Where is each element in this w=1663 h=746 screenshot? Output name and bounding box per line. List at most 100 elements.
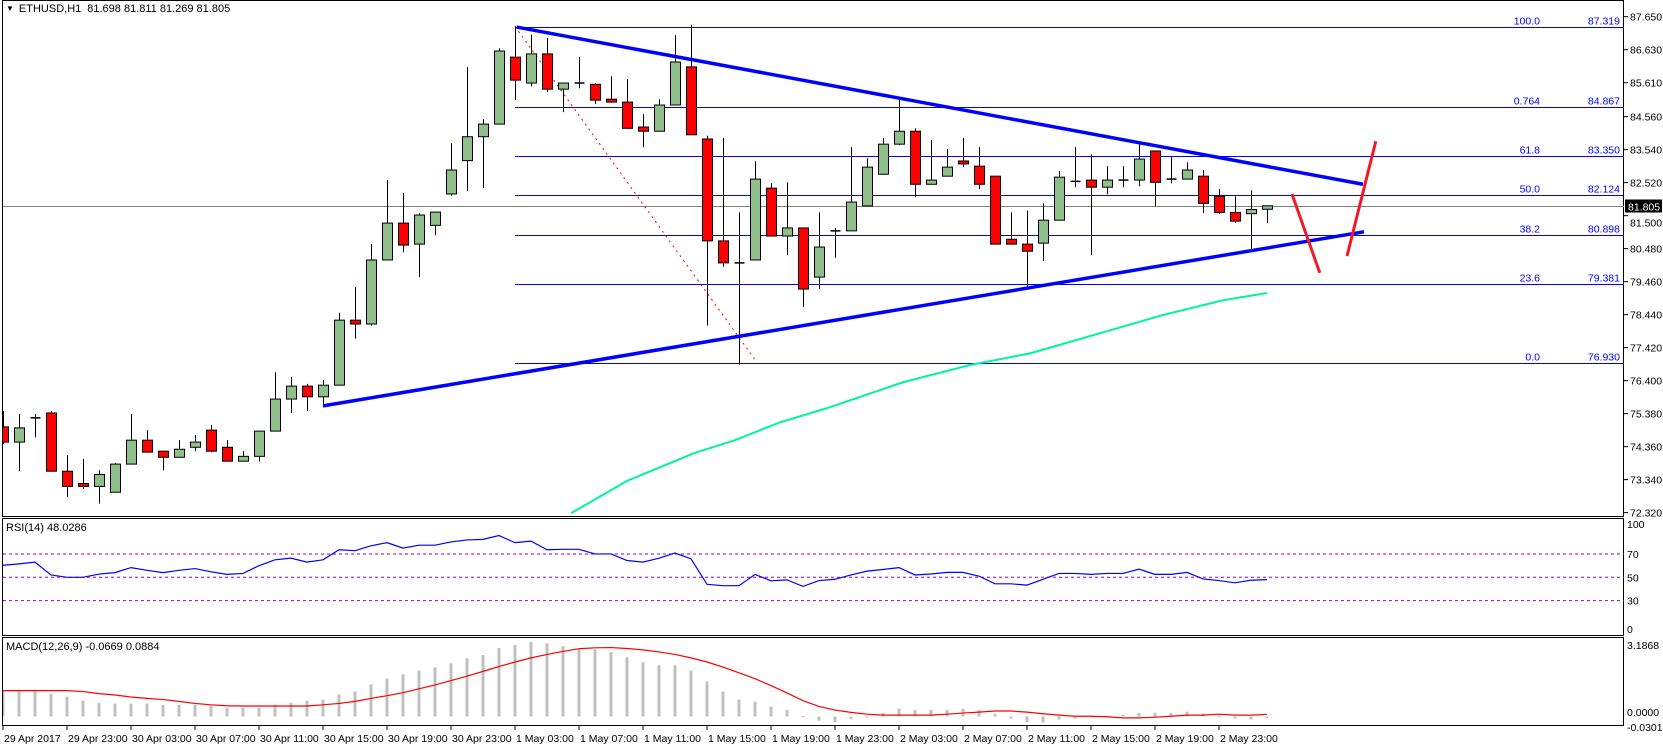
candle [1198, 170, 1209, 214]
macd-histogram-bar [17, 689, 21, 717]
time-tick-label: 1 May 19:00 [772, 733, 830, 745]
candle-body-bull [334, 319, 345, 386]
ohlc-values: 81.698 81.811 81.269 81.805 [87, 3, 231, 15]
price-tick-label: 75.380 [1630, 409, 1662, 421]
candle [702, 135, 713, 326]
macd-histogram-bar [801, 716, 805, 718]
candle [974, 147, 985, 190]
candle [62, 455, 73, 498]
candle-body-bull [110, 463, 121, 493]
macd-tick-label: 0.0000 [1627, 707, 1659, 719]
time-tick-label: 30 Apr 11:00 [260, 733, 319, 745]
macd-histogram-bar [513, 645, 517, 717]
price-panel[interactable]: 100.0 87.319 0.764 84.867 61.8 83.350 50.0 82.1… [0, 16, 1624, 515]
macd-histogram-bar [145, 703, 149, 717]
macd-histogram-bar [817, 716, 821, 721]
candle [590, 83, 601, 105]
candle [1118, 166, 1129, 188]
macd-histogram-bar [1009, 716, 1013, 719]
price-tick-label: 73.340 [1630, 475, 1662, 487]
macd-histogram-bar [401, 674, 405, 717]
macd-histogram-bar [593, 649, 597, 717]
macd-panel[interactable] [2, 642, 1269, 723]
candle [174, 440, 185, 458]
candle [526, 34, 537, 87]
candle-body-bear [1086, 179, 1097, 188]
macd-histogram-bar [161, 704, 165, 717]
dropdown-triangle-icon[interactable]: ▼ [6, 4, 14, 13]
candle-body-bear [142, 439, 153, 453]
candle [1006, 212, 1017, 245]
price-tick-label: 79.460 [1630, 277, 1662, 289]
macd-histogram-bar [465, 658, 469, 717]
macd-histogram-bar [481, 655, 485, 717]
candle [606, 76, 617, 103]
candle [766, 183, 777, 237]
candle [110, 463, 121, 493]
candle [430, 211, 441, 236]
candle [814, 212, 825, 290]
price-tick-label: 77.420 [1630, 343, 1662, 355]
candle-body-bull [190, 441, 201, 448]
rsi-tick-label: 0 [1627, 624, 1633, 636]
time-tick-label: 2 May 23:00 [1220, 733, 1278, 745]
time-tick-label: 30 Apr 19:00 [388, 733, 448, 745]
candle [1086, 154, 1097, 256]
candle [654, 99, 665, 132]
breakout-arrow-stroke [1345, 140, 1378, 257]
candle-body-bull [254, 430, 265, 457]
macd-histogram-bar [785, 709, 789, 717]
candle [350, 286, 361, 339]
candle [686, 24, 697, 136]
candle-body-bull [1102, 179, 1113, 188]
candle [542, 38, 553, 93]
macd-histogram-bar [497, 648, 501, 717]
fib-price-label: 87.319 [1588, 16, 1620, 28]
macd-histogram-bar [289, 702, 293, 717]
candle-body-bear [1006, 238, 1017, 245]
candle [670, 35, 681, 106]
candle-body-bull [846, 201, 857, 232]
macd-histogram-bar [3, 690, 5, 717]
macd-histogram-bar [977, 709, 981, 717]
candle-body-bear [398, 222, 409, 246]
price-tick-label: 87.650 [1630, 12, 1662, 24]
price-tick-label: 81.500 [1630, 218, 1662, 230]
macd-histogram-bar [177, 704, 181, 717]
fib-price-label: 76.930 [1588, 352, 1620, 364]
price-tick-label: 74.360 [1630, 442, 1662, 454]
candle [1054, 171, 1065, 221]
time-tick-label: 2 May 07:00 [964, 733, 1022, 745]
price-tick-label: 76.400 [1630, 376, 1662, 388]
macd-histogram-bar [81, 700, 85, 717]
time-tick-label: 2 May 15:00 [1092, 733, 1150, 745]
rsi-panel[interactable] [3, 534, 1624, 602]
macd-histogram-bar [1041, 716, 1045, 723]
candle-body-bull [174, 448, 185, 458]
macd-histogram-bar [1169, 712, 1173, 717]
candle [318, 379, 329, 407]
candle-body-bear [302, 385, 313, 398]
candle-body-bull [558, 82, 569, 90]
candle-body-bull [526, 53, 537, 84]
fib-price-label: 84.867 [1588, 96, 1620, 108]
macd-histogram-bar [865, 716, 869, 718]
macd-histogram-bar [1249, 716, 1253, 720]
candle [1022, 210, 1033, 287]
current-price-label: 81.805 [1628, 202, 1660, 214]
candle [622, 79, 633, 129]
time-tick-label: 2 May 03:00 [900, 733, 958, 745]
rsi-tick-label: 70 [1627, 549, 1639, 561]
candle [222, 440, 233, 462]
macd-histogram-bar [993, 713, 997, 717]
chart-header: ▼ ETHUSD,H1 81.698 81.811 81.269 81.805 [6, 3, 230, 15]
macd-signal-line [3, 646, 1268, 719]
time-tick-label: 2 May 19:00 [1156, 733, 1214, 745]
macd-histogram-bar [385, 678, 389, 717]
candle-body-bear [206, 429, 217, 452]
candle [958, 138, 969, 168]
candle-body-bull [462, 136, 473, 162]
time-tick-label: 1 May 03:00 [516, 733, 574, 745]
macd-histogram-bar [209, 705, 213, 717]
